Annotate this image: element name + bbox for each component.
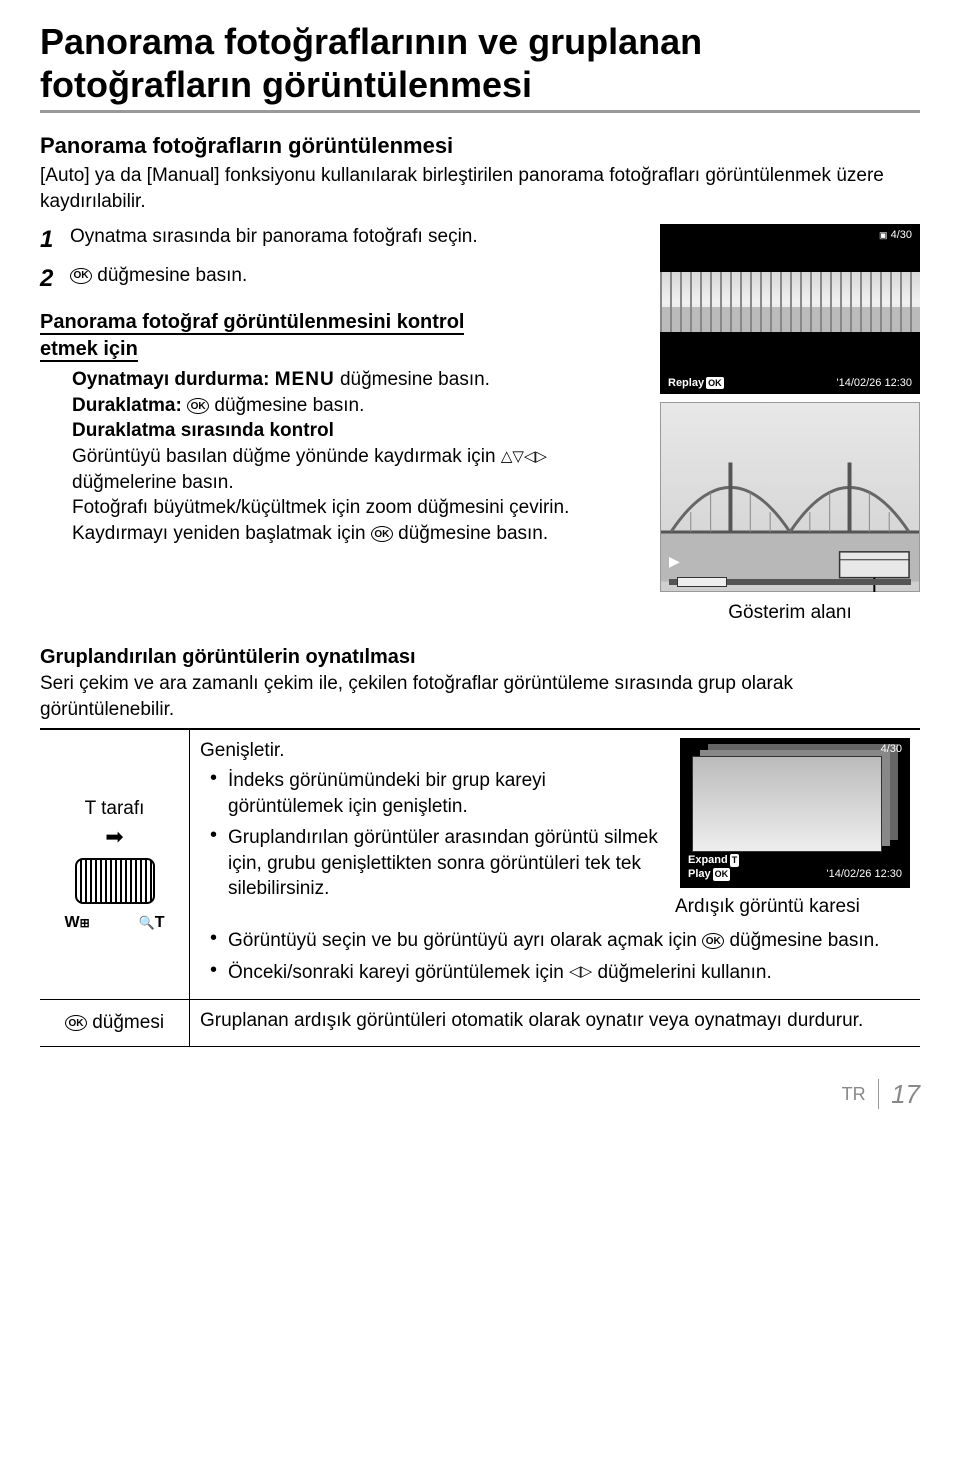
- line-scroll: Görüntüyü basılan düğme yönünde kaydırma…: [72, 444, 640, 495]
- page-footer: TR 17: [40, 1077, 920, 1112]
- bridge-illustration: [661, 403, 919, 592]
- step-1-text: Oynatma sırasında bir panorama fotoğrafı…: [70, 224, 478, 256]
- table-row-ok-button: OK düğmesi Gruplanan ardışık görüntüleri…: [40, 1000, 920, 1047]
- footer-page: 17: [891, 1077, 920, 1112]
- restart-a: Kaydırmayı yeniden başlatmak için: [72, 523, 371, 544]
- osd-timestamp: '14/02/26 12:30: [826, 867, 902, 882]
- line-restart: Kaydırmayı yeniden başlatmak için OK düğ…: [72, 521, 640, 547]
- section-heading-panorama: Panorama fotoğrafların görüntülenmesi: [40, 131, 920, 161]
- expand-bullet-1: İndeks görünümündeki bir grup kareyi gör…: [210, 768, 661, 819]
- ok-button-label: düğmesi: [92, 1012, 164, 1033]
- scroll-indicator: [669, 579, 911, 585]
- group-screenshot: 4/30 ExpandT PlayOK '14/02/26 12:30: [680, 738, 910, 888]
- step-2-text: OK düğmesine basın.: [70, 263, 247, 295]
- osd-timestamp: '14/02/26 12:30: [836, 376, 912, 391]
- footer-lang: TR: [842, 1082, 866, 1106]
- line-stop: Oynatmayı durdurma: MENU düğmesine basın…: [72, 367, 640, 393]
- left-right-icon: ◁▷: [569, 962, 592, 982]
- ok-icon: OK: [702, 933, 724, 949]
- step-2: 2 OK düğmesine basın.: [40, 263, 640, 295]
- line-zoom: Fotoğrafı büyütmek/küçültmek için zoom d…: [72, 495, 640, 521]
- b3-a: Görüntüyü seçin ve bu görüntüyü ayrı ola…: [228, 930, 702, 951]
- step-list: 1 Oynatma sırasında bir panorama fotoğra…: [40, 224, 640, 295]
- footer-divider: [878, 1079, 880, 1109]
- scroll-b: düğmelerine basın.: [72, 472, 234, 493]
- zoom-w: W: [65, 914, 80, 931]
- ok-row-text: Gruplanan ardışık görüntüleri otomatik o…: [190, 1000, 920, 1046]
- expand-bullet-4: Önceki/sonraki kareyi görüntülemek için …: [210, 960, 910, 986]
- osd-expand: Expand: [688, 854, 728, 866]
- b4-a: Önceki/sonraki kareyi görüntülemek için: [228, 962, 569, 983]
- group-heading: Gruplandırılan görüntülerin oynatılması: [40, 644, 920, 671]
- ok-icon: OK: [65, 1015, 87, 1031]
- b4-b: düğmelerini kullanın.: [592, 962, 772, 983]
- osd-counter: 4/30: [881, 742, 902, 757]
- table-row-t-side: T tarafı ➡ W⊞ 🔍T Genişletir. İndeks görü…: [40, 730, 920, 1000]
- ok-button-cell: OK düğmesi: [65, 1010, 164, 1036]
- osd-counter: 4/30: [891, 229, 912, 241]
- control-subheading-line2: etmek için: [40, 338, 138, 362]
- osd-play: Play: [688, 868, 711, 880]
- zoom-t: T: [155, 914, 165, 931]
- line-pause: Duraklatma: OK düğmesine basın.: [72, 393, 640, 419]
- expand-bullet-2: Gruplandırılan görüntüler arasından görü…: [210, 825, 661, 902]
- expand-word: Genişletir.: [200, 738, 661, 764]
- step-1: 1 Oynatma sırasında bir panorama fotoğra…: [40, 224, 640, 256]
- step-number: 2: [40, 263, 60, 295]
- play-icon: ▶: [669, 552, 680, 571]
- dpad-icon: △▽◁▷: [501, 447, 547, 467]
- suffix-pause: düğmesine basın.: [209, 395, 364, 416]
- t-side-label: T tarafı: [85, 796, 145, 822]
- expand-bullet-3: Görüntüyü seçin ve bu görüntüyü ayrı ola…: [210, 928, 910, 954]
- step-2-suffix: düğmesine basın.: [92, 265, 247, 286]
- panorama-replay-screenshot: ▣ 4/30 ReplayOK '14/02/26 12:30: [660, 224, 920, 394]
- restart-b: düğmesine basın.: [393, 523, 548, 544]
- display-area-caption: Gösterim alanı: [660, 600, 920, 626]
- menu-icon: MENU: [275, 369, 335, 390]
- line-pause-control: Duraklatma sırasında kontrol: [72, 418, 640, 444]
- intro-text: [Auto] ya da [Manual] fonksiyonu kullanı…: [40, 163, 920, 214]
- arrow-right-icon: ➡: [105, 822, 123, 852]
- b3-b: düğmesine basın.: [724, 930, 879, 951]
- scroll-a: Görüntüyü basılan düğme yönünde kaydırma…: [72, 446, 501, 467]
- page-title: Panorama fotoğraflarının ve gruplanan fo…: [40, 20, 920, 113]
- label-pause: Duraklatma:: [72, 395, 182, 416]
- controls-table: T tarafı ➡ W⊞ 🔍T Genişletir. İndeks görü…: [40, 728, 920, 1047]
- label-stop: Oynatmayı durdurma:: [72, 369, 269, 390]
- ok-icon: OK: [187, 398, 209, 414]
- ok-icon: OK: [70, 268, 92, 284]
- panorama-display-screenshot: ▶: [660, 402, 920, 592]
- ok-icon: OK: [371, 526, 393, 542]
- osd-replay: Replay: [668, 377, 704, 389]
- zoom-labels: W⊞ 🔍T: [65, 912, 165, 934]
- group-intro: Seri çekim ve ara zamanlı çekim ile, çek…: [40, 671, 920, 722]
- control-subheading-line1: Panorama fotoğraf görüntülenmesini kontr…: [40, 311, 464, 335]
- step-number: 1: [40, 224, 60, 256]
- zoom-lever-icon: [75, 858, 155, 904]
- suffix-stop: düğmesine basın.: [335, 369, 490, 390]
